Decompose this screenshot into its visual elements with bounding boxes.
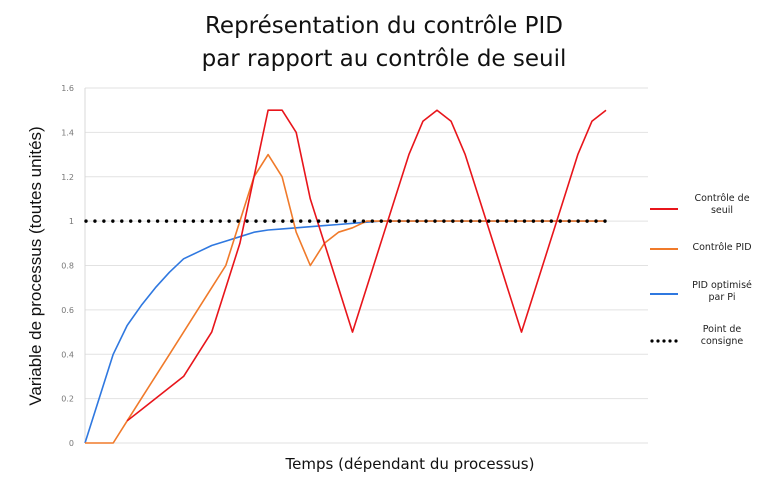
setpoint-dot: [415, 219, 419, 223]
series-line-0: [126, 109, 607, 422]
legend-item-pid-optimise: PID optimisé par Pi: [650, 275, 768, 315]
setpoint-dot: [442, 219, 446, 223]
setpoint-dot: [585, 219, 589, 223]
setpoint-dot: [433, 219, 437, 223]
y-tick-label: 0.8: [61, 262, 74, 271]
setpoint-dot: [218, 219, 222, 223]
legend-label: seuil: [710, 205, 734, 216]
y-tick-label: 1.4: [61, 128, 74, 137]
setpoint-dot: [558, 219, 562, 223]
setpoint-dot: [102, 219, 106, 223]
setpoint-dot: [594, 219, 598, 223]
setpoint-dot: [164, 219, 169, 223]
setpoint-dot: [352, 219, 357, 223]
setpoint-dot: [478, 219, 482, 223]
legend-swatch-pid: [650, 248, 678, 250]
setpoint-dot: [549, 219, 554, 223]
setpoint-dot: [540, 219, 545, 223]
legend-label: Contrôle PID: [692, 242, 752, 253]
setpoint-dot: [495, 219, 500, 223]
y-tick-label: 1.2: [61, 173, 74, 182]
setpoint-dot: [155, 219, 160, 223]
setpoint-dot: [325, 219, 330, 223]
legend-label: consigne: [700, 336, 744, 347]
setpoint-dot: [290, 219, 294, 223]
y-tick-label: 0.2: [61, 395, 74, 404]
setpoint-dot: [263, 219, 267, 223]
setpoint-dot: [522, 219, 527, 223]
setpoint-dot: [173, 219, 178, 223]
setpoint-dot: [460, 219, 464, 223]
gridlines: [85, 87, 648, 444]
setpoint-dot: [146, 219, 151, 223]
setpoint-dot: [120, 219, 124, 223]
setpoint-dot: [451, 219, 455, 223]
setpoint-dot: [299, 219, 303, 223]
setpoint-dot: [361, 219, 366, 223]
setpoint-dot: [397, 219, 401, 223]
legend-item-seuil: Contrôle de seuil: [650, 190, 768, 230]
setpoint-dot: [200, 219, 205, 223]
legend-swatch-seuil: [650, 208, 678, 210]
setpoint-dot: [504, 219, 509, 223]
setpoint-dot: [603, 219, 607, 223]
y-tick-label: 0: [69, 439, 74, 448]
setpoint-dot: [469, 219, 473, 223]
legend-item-pid: Contrôle PID: [650, 235, 768, 275]
setpoint-dot: [531, 219, 536, 223]
legend-label: PID optimisé: [692, 280, 752, 291]
legend-item-consigne: Point de consigne: [650, 322, 768, 362]
setpoint-dot: [191, 219, 196, 223]
setpoint-dot: [236, 219, 240, 223]
setpoint-dot: [424, 219, 428, 223]
chart-title-line-2: par rapport au contrôle de seuil: [201, 46, 567, 72]
chart-title: Représentation du contrôle PID par rappo…: [0, 10, 768, 76]
setpoint-dot: [316, 219, 321, 223]
series-line-2: [84, 220, 606, 444]
setpoint-dot: [129, 219, 133, 223]
y-tick-label: 0.4: [61, 350, 74, 359]
setpoint-dot: [84, 219, 88, 223]
y-axis-ticks: 0 0.2 0.4 0.6 0.8 1 1.2 1.4 1.6: [61, 84, 74, 448]
setpoint-dot: [182, 219, 187, 223]
setpoint-dot: [388, 219, 392, 223]
setpoint-dot: [227, 219, 231, 223]
x-axis-label: Temps (dépendant du processus): [285, 455, 535, 473]
legend-label: Contrôle de: [694, 193, 750, 204]
chart-title-line-1: Représentation du contrôle PID: [204, 13, 564, 39]
setpoint-dot: [370, 219, 375, 223]
setpoint-dot: [137, 219, 142, 223]
setpoint-dot: [334, 219, 339, 223]
setpoint-dot: [93, 219, 97, 223]
legend-swatch-pid-optimise: [650, 293, 678, 295]
setpoint-dot: [209, 219, 213, 223]
series-line-1: [85, 153, 606, 444]
legend-label: par Pi: [708, 292, 736, 303]
legend-swatch-consigne: [650, 339, 678, 343]
y-tick-label: 1.6: [61, 84, 74, 93]
series-lines: [84, 109, 607, 444]
y-tick-label: 1: [69, 217, 74, 226]
setpoint-dot: [272, 219, 276, 223]
y-tick-label: 0.6: [61, 306, 74, 315]
setpoint-dot: [281, 219, 285, 223]
setpoint-dot: [406, 219, 410, 223]
setpoint-dot: [245, 219, 249, 223]
setpoint-dot: [308, 219, 312, 223]
setpoint-dot: [576, 219, 580, 223]
setpoint-dot: [254, 219, 258, 223]
setpoint-dot: [379, 219, 383, 223]
setpoint-dot: [111, 219, 115, 223]
setpoint-dot: [567, 219, 571, 223]
legend-label: Point de: [702, 324, 742, 335]
setpoint-dot: [343, 219, 348, 223]
setpoint-dot: [513, 219, 518, 223]
setpoint-dot: [486, 219, 491, 223]
